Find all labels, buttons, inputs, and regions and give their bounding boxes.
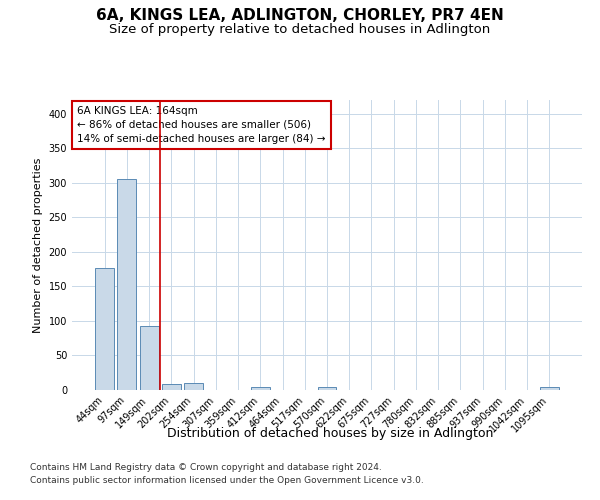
Text: Distribution of detached houses by size in Adlington: Distribution of detached houses by size … xyxy=(167,428,493,440)
Text: 6A KINGS LEA: 164sqm
← 86% of detached houses are smaller (506)
14% of semi-deta: 6A KINGS LEA: 164sqm ← 86% of detached h… xyxy=(77,106,326,144)
Bar xyxy=(95,268,114,390)
Bar xyxy=(251,387,270,390)
Text: Contains HM Land Registry data © Crown copyright and database right 2024.: Contains HM Land Registry data © Crown c… xyxy=(30,464,382,472)
Bar xyxy=(317,387,337,390)
Text: 6A, KINGS LEA, ADLINGTON, CHORLEY, PR7 4EN: 6A, KINGS LEA, ADLINGTON, CHORLEY, PR7 4… xyxy=(96,8,504,22)
Bar xyxy=(540,387,559,390)
Text: Contains public sector information licensed under the Open Government Licence v3: Contains public sector information licen… xyxy=(30,476,424,485)
Bar xyxy=(140,326,158,390)
Bar xyxy=(184,383,203,390)
Text: Size of property relative to detached houses in Adlington: Size of property relative to detached ho… xyxy=(109,22,491,36)
Bar xyxy=(162,384,181,390)
Bar xyxy=(118,180,136,390)
Y-axis label: Number of detached properties: Number of detached properties xyxy=(33,158,43,332)
